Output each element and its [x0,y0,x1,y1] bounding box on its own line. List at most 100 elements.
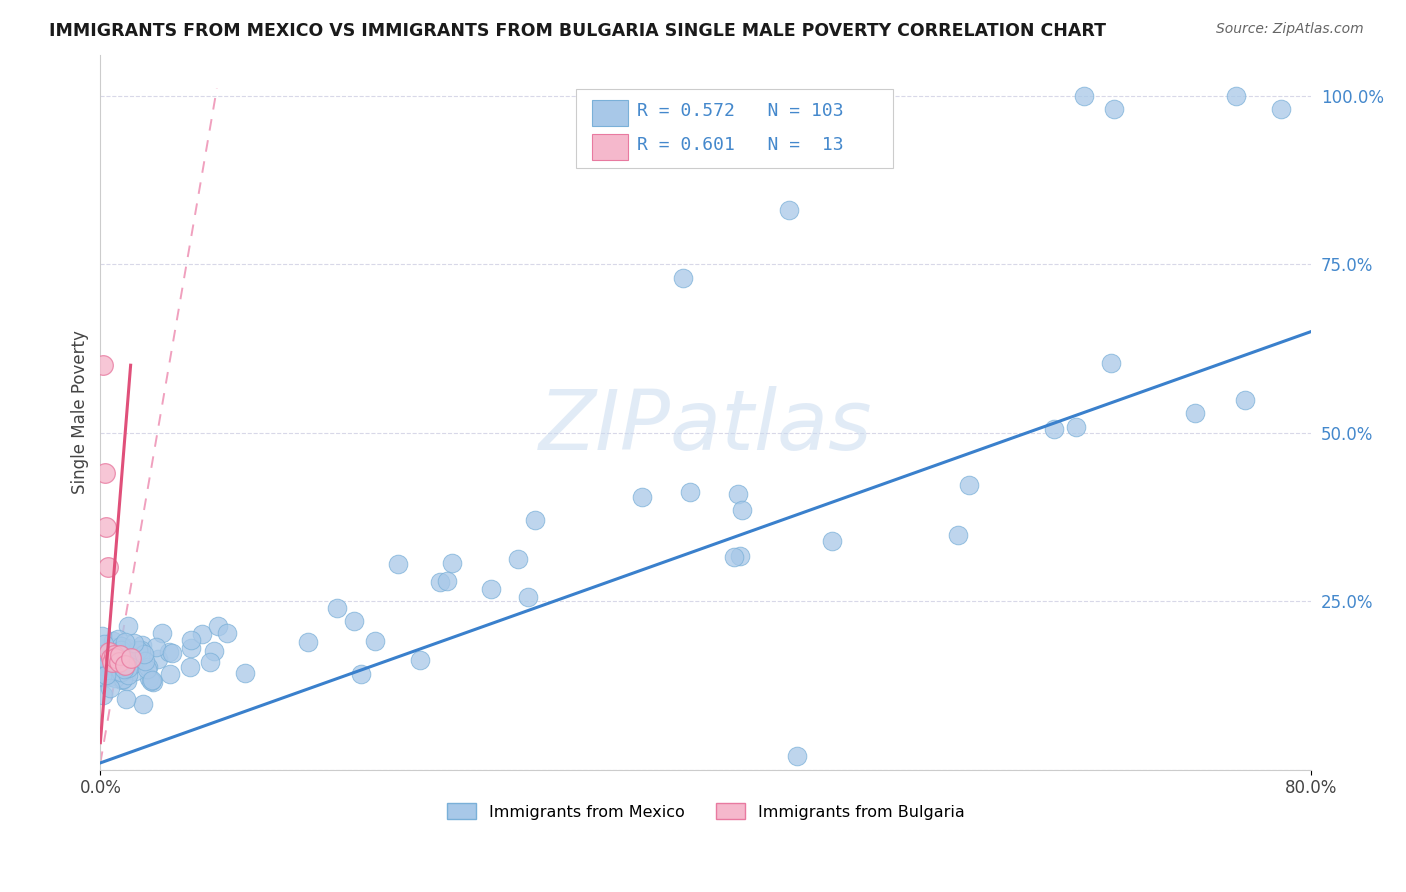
Point [136,662,159,676]
Point [98,661,121,675]
Point [94,466,117,480]
Point [97,656,120,670]
Point [93,637,115,651]
Point [786,749,808,764]
Point [107,650,129,665]
Point [114,658,136,673]
Point [479,582,502,596]
Point [364,634,387,648]
Point [821,534,844,549]
Point [100,651,122,665]
Point [429,575,451,590]
Point [91,647,114,661]
Point [524,513,547,527]
Point [180,632,202,647]
Point [117,661,139,675]
Point [160,647,183,661]
Point [727,487,749,501]
Point [114,634,136,648]
Point [1225,88,1247,103]
Point [96,520,118,534]
Point [387,557,409,571]
Point [101,659,124,673]
Point [97,560,120,574]
Point [118,660,141,674]
Point [103,655,125,669]
Text: ZIPatlas: ZIPatlas [538,386,873,467]
Point [1099,356,1122,370]
Point [408,652,430,666]
Point [110,648,132,662]
Point [141,674,163,689]
Point [233,665,256,680]
Point [115,640,138,655]
Point [115,673,138,688]
Point [217,625,239,640]
Point [94,667,117,681]
Point [114,663,136,677]
Point [350,666,373,681]
Point [120,651,142,665]
Point [436,574,458,589]
Point [101,655,124,669]
Point [957,478,980,492]
Point [112,650,135,665]
Point [1104,102,1126,116]
Point [112,662,135,676]
Point [94,660,117,674]
Point [108,648,131,662]
Point [198,656,221,670]
Point [93,358,115,372]
Point [1064,420,1087,434]
Point [672,270,695,285]
Point [103,633,125,648]
Point [105,647,128,661]
Point [441,556,464,570]
Point [103,648,125,662]
Point [117,668,139,682]
Point [129,643,152,657]
Point [90,629,112,643]
Point [138,671,160,685]
Point [107,645,129,659]
Point [134,655,156,669]
Point [679,485,702,500]
Point [730,549,752,563]
Point [110,639,132,653]
Point [110,665,132,679]
Point [91,669,114,683]
Point [207,619,229,633]
Point [103,655,125,669]
Y-axis label: Single Male Poverty: Single Male Poverty [72,330,89,494]
Point [1233,392,1256,407]
Point [115,691,138,706]
Point [631,490,654,504]
Point [104,651,127,665]
Point [93,670,115,684]
Point [150,625,173,640]
Point [100,681,122,695]
Point [142,674,165,689]
Point [107,655,129,669]
Point [98,657,121,672]
Point [98,645,121,659]
Point [723,549,745,564]
Text: R = 0.572   N = 103: R = 0.572 N = 103 [637,103,844,120]
Point [146,652,169,666]
Point [778,203,800,218]
Point [948,528,970,542]
Point [179,660,201,674]
Point [91,688,114,702]
Point [1184,406,1206,420]
Point [104,671,127,685]
Point [127,643,149,657]
Point [90,653,112,667]
Point [112,672,135,686]
Point [107,632,129,646]
Point [141,673,163,687]
Point [124,664,146,678]
Point [159,667,181,681]
Point [110,643,132,657]
Text: IMMIGRANTS FROM MEXICO VS IMMIGRANTS FROM BULGARIA SINGLE MALE POVERTY CORRELATI: IMMIGRANTS FROM MEXICO VS IMMIGRANTS FRO… [49,22,1107,40]
Point [190,627,212,641]
